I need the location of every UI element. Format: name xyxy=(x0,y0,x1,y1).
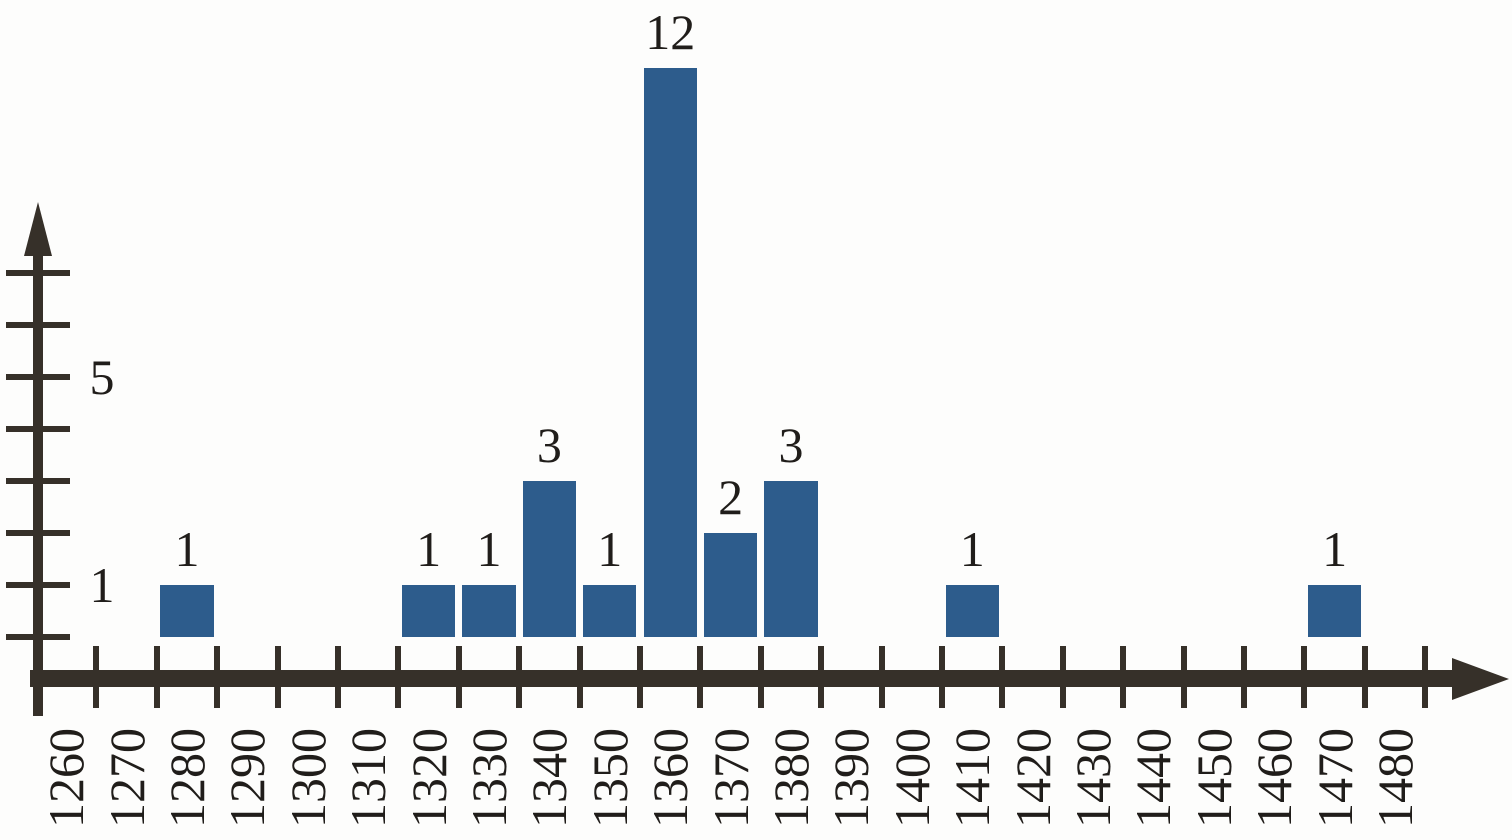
bar-1360 xyxy=(643,68,697,637)
bar-1330 xyxy=(462,585,516,637)
bar-1340 xyxy=(522,481,577,637)
x-axis-tick-label: 1260 xyxy=(38,728,95,828)
x-axis-tick-label: 1450 xyxy=(1185,728,1242,828)
x-axis-tick xyxy=(93,646,100,708)
x-axis-tick-label: 1280 xyxy=(159,728,215,828)
y-axis-tick xyxy=(6,530,70,536)
x-axis-tick xyxy=(455,646,462,708)
x-axis-tick-label: 1470 xyxy=(1306,728,1363,828)
x-axis-tick xyxy=(1241,646,1247,708)
x-axis-tick xyxy=(1180,646,1187,708)
y-axis-tick xyxy=(6,426,70,432)
x-axis-tick-label: 1430 xyxy=(1065,728,1121,828)
y-axis-tick xyxy=(6,634,70,640)
x-axis-tick xyxy=(1059,646,1066,708)
x-axis-tick-label: 1320 xyxy=(400,728,457,828)
x-axis-tick xyxy=(637,646,643,708)
x-axis-tick-label: 1300 xyxy=(279,728,336,828)
bar-value-label: 1 xyxy=(597,521,623,577)
x-axis-tick-label: 1460 xyxy=(1246,728,1303,828)
bar-1320 xyxy=(401,585,456,637)
x-axis-tick-label: 1480 xyxy=(1367,728,1423,828)
x-axis-tick xyxy=(939,646,945,708)
x-axis-tick-label: 1270 xyxy=(98,728,155,828)
x-axis-tick xyxy=(335,646,341,708)
x-axis-tick xyxy=(1301,646,1308,708)
y-axis-tick xyxy=(6,478,70,484)
x-axis-tick-label: 1360 xyxy=(642,728,699,828)
bar-value-label: 1 xyxy=(959,521,985,577)
x-axis-tick-label: 1440 xyxy=(1125,728,1182,828)
x-axis-tick xyxy=(516,646,523,708)
bar-1470 xyxy=(1307,585,1362,637)
x-axis-tick xyxy=(818,646,825,708)
y-axis-tick xyxy=(6,270,70,276)
bar-1280 xyxy=(160,585,214,637)
y-axis-arrowhead xyxy=(24,202,52,256)
x-axis-tick xyxy=(274,646,281,708)
y-axis-tick-label: 1 xyxy=(89,557,115,613)
x-axis-tick xyxy=(757,646,764,708)
x-axis-arrowhead xyxy=(1452,657,1509,700)
y-axis-tick xyxy=(6,374,70,380)
x-axis-tick xyxy=(576,646,583,708)
bar-value-label: 2 xyxy=(718,469,744,525)
x-axis-tick xyxy=(1361,646,1368,708)
bar-value-label: 3 xyxy=(778,417,804,473)
bar-1380 xyxy=(764,481,818,637)
x-axis-tick xyxy=(395,646,402,708)
x-axis-tick-label: 1420 xyxy=(1004,728,1061,828)
x-axis-tick-label: 1350 xyxy=(581,728,638,828)
bar-value-label: 12 xyxy=(645,4,696,60)
y-axis-tick-label: 5 xyxy=(89,349,115,405)
bar-1370 xyxy=(703,533,758,637)
x-axis-tick-label: 1310 xyxy=(340,728,397,828)
x-axis-tick xyxy=(1120,646,1127,708)
bar-value-label: 1 xyxy=(416,521,442,577)
y-axis-tick xyxy=(6,322,70,328)
x-axis-tick xyxy=(214,646,221,708)
bar-1350 xyxy=(583,585,637,637)
x-axis-tick-label: 1400 xyxy=(883,728,940,828)
x-axis-tick xyxy=(697,646,704,708)
x-axis-tick xyxy=(1422,646,1429,708)
bar-value-label: 3 xyxy=(536,417,562,473)
x-axis-tick-label: 1370 xyxy=(702,728,759,828)
x-axis-tick xyxy=(878,646,885,708)
x-axis-line xyxy=(30,670,1456,687)
bar-value-label: 1 xyxy=(476,521,502,577)
x-axis-tick xyxy=(999,646,1006,708)
x-axis-tick xyxy=(153,646,160,708)
bar-value-label: 1 xyxy=(174,521,200,577)
y-axis-tick xyxy=(6,582,70,588)
x-axis-tick-label: 1410 xyxy=(944,728,1001,828)
bar-1410 xyxy=(945,585,999,637)
x-axis-tick-label: 1390 xyxy=(823,728,880,828)
x-axis-tick-label: 1330 xyxy=(461,728,517,828)
bar-value-label: 1 xyxy=(1322,521,1348,577)
x-axis-tick-label: 1380 xyxy=(763,728,819,828)
x-axis-tick-label: 1290 xyxy=(219,728,276,828)
x-axis-tick-label: 1340 xyxy=(521,728,578,828)
